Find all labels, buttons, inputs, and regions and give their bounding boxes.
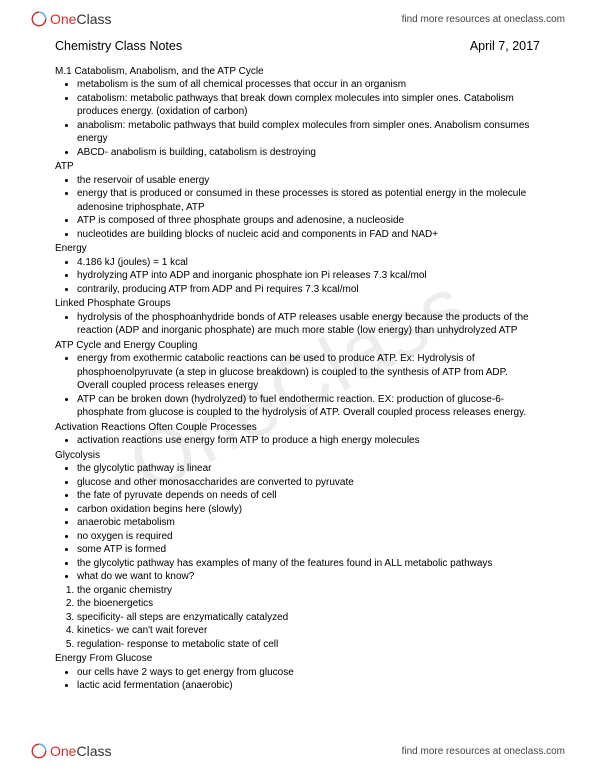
page-footer: OneClass find more resources at oneclass… — [0, 736, 595, 770]
bullet-list: our cells have 2 ways to get energy from… — [55, 666, 540, 693]
page-date: April 7, 2017 — [470, 38, 540, 55]
list-item: no oxygen is required — [77, 530, 540, 544]
list-item: regulation- response to metabolic state … — [77, 638, 540, 652]
logo: OneClass — [30, 10, 111, 28]
bullet-list: activation reactions use energy form ATP… — [55, 434, 540, 448]
list-item: what do we want to know? — [77, 570, 540, 584]
list-item: metabolism is the sum of all chemical pr… — [77, 78, 540, 92]
section-head: Linked Phosphate Groups — [55, 297, 540, 311]
list-item: kinetics- we can't wait forever — [77, 624, 540, 638]
list-item: ABCD- anabolism is building, catabolism … — [77, 146, 540, 160]
list-item: the organic chemistry — [77, 584, 540, 598]
list-item: the bioenergetics — [77, 597, 540, 611]
footer-link[interactable]: find more resources at oneclass.com — [402, 746, 565, 757]
list-item: our cells have 2 ways to get energy from… — [77, 666, 540, 680]
bullet-list: the glycolytic pathway is linear glucose… — [55, 462, 540, 584]
logo-icon — [30, 10, 48, 28]
list-item: the reservoir of usable energy — [77, 174, 540, 188]
page-title: Chemistry Class Notes — [55, 38, 182, 55]
list-item: energy that is produced or consumed in t… — [77, 187, 540, 214]
list-item: glucose and other monosaccharides are co… — [77, 476, 540, 490]
list-item: hydrolyzing ATP into ADP and inorganic p… — [77, 269, 540, 283]
list-item: contrarily, producing ATP from ADP and P… — [77, 283, 540, 297]
logo-text: OneClass — [50, 11, 111, 27]
list-item: some ATP is formed — [77, 543, 540, 557]
section-head: ATP — [55, 160, 540, 174]
logo-text: OneClass — [50, 743, 111, 759]
list-item: nucleotides are building blocks of nucle… — [77, 228, 540, 242]
list-item: ATP can be broken down (hydrolyzed) to f… — [77, 393, 540, 420]
list-item: lactic acid fermentation (anaerobic) — [77, 679, 540, 693]
section-head: ATP Cycle and Energy Coupling — [55, 339, 540, 353]
list-item: ATP is composed of three phosphate group… — [77, 214, 540, 228]
list-item: the glycolytic pathway has examples of m… — [77, 557, 540, 571]
numbered-list: the organic chemistry the bioenergetics … — [55, 584, 540, 652]
list-item: 4.186 kJ (joules) = 1 kcal — [77, 256, 540, 270]
bullet-list: the reservoir of usable energy energy th… — [55, 174, 540, 242]
list-item: specificity- all steps are enzymatically… — [77, 611, 540, 625]
list-item: the glycolytic pathway is linear — [77, 462, 540, 476]
bullet-list: hydrolysis of the phosphoanhydride bonds… — [55, 311, 540, 338]
bullet-list: metabolism is the sum of all chemical pr… — [55, 78, 540, 159]
list-item: energy from exothermic catabolic reactio… — [77, 352, 540, 393]
section-head: Energy — [55, 242, 540, 256]
logo: OneClass — [30, 742, 111, 760]
header-link[interactable]: find more resources at oneclass.com — [402, 14, 565, 25]
logo-icon — [30, 742, 48, 760]
bullet-list: 4.186 kJ (joules) = 1 kcal hydrolyzing A… — [55, 256, 540, 297]
list-item: catabolism: metabolic pathways that brea… — [77, 92, 540, 119]
section-head: Glycolysis — [55, 449, 540, 463]
section-head: Activation Reactions Often Couple Proces… — [55, 421, 540, 435]
list-item: hydrolysis of the phosphoanhydride bonds… — [77, 311, 540, 338]
section-head: Energy From Glucose — [55, 652, 540, 666]
list-item: anabolism: metabolic pathways that build… — [77, 119, 540, 146]
list-item: carbon oxidation begins here (slowly) — [77, 503, 540, 517]
list-item: the fate of pyruvate depends on needs of… — [77, 489, 540, 503]
list-item: activation reactions use energy form ATP… — [77, 434, 540, 448]
bullet-list: energy from exothermic catabolic reactio… — [55, 352, 540, 420]
list-item: anaerobic metabolism — [77, 516, 540, 530]
section-head: M.1 Catabolism, Anabolism, and the ATP C… — [55, 65, 540, 79]
document-body: Chemistry Class Notes April 7, 2017 M.1 … — [0, 34, 595, 693]
page-header: OneClass find more resources at oneclass… — [0, 0, 595, 34]
